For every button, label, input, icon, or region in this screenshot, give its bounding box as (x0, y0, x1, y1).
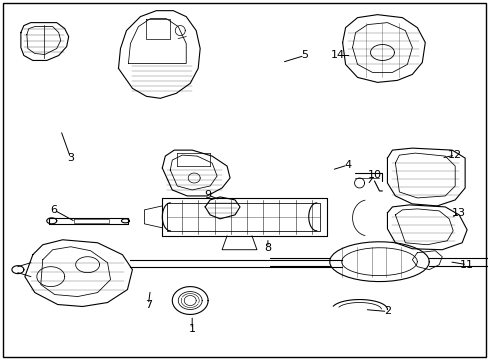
Text: 4: 4 (344, 160, 350, 170)
Text: 3: 3 (67, 153, 74, 163)
Text: 1: 1 (188, 324, 195, 334)
Text: 6: 6 (50, 205, 57, 215)
Text: 10: 10 (367, 170, 381, 180)
Text: 12: 12 (447, 150, 461, 160)
Text: 14: 14 (330, 50, 344, 60)
Text: 5: 5 (301, 50, 307, 60)
Text: 8: 8 (264, 243, 271, 253)
Text: 13: 13 (451, 208, 465, 218)
Text: 9: 9 (204, 190, 211, 200)
Text: 2: 2 (383, 306, 390, 316)
Text: 7: 7 (144, 300, 152, 310)
Text: 11: 11 (459, 260, 473, 270)
